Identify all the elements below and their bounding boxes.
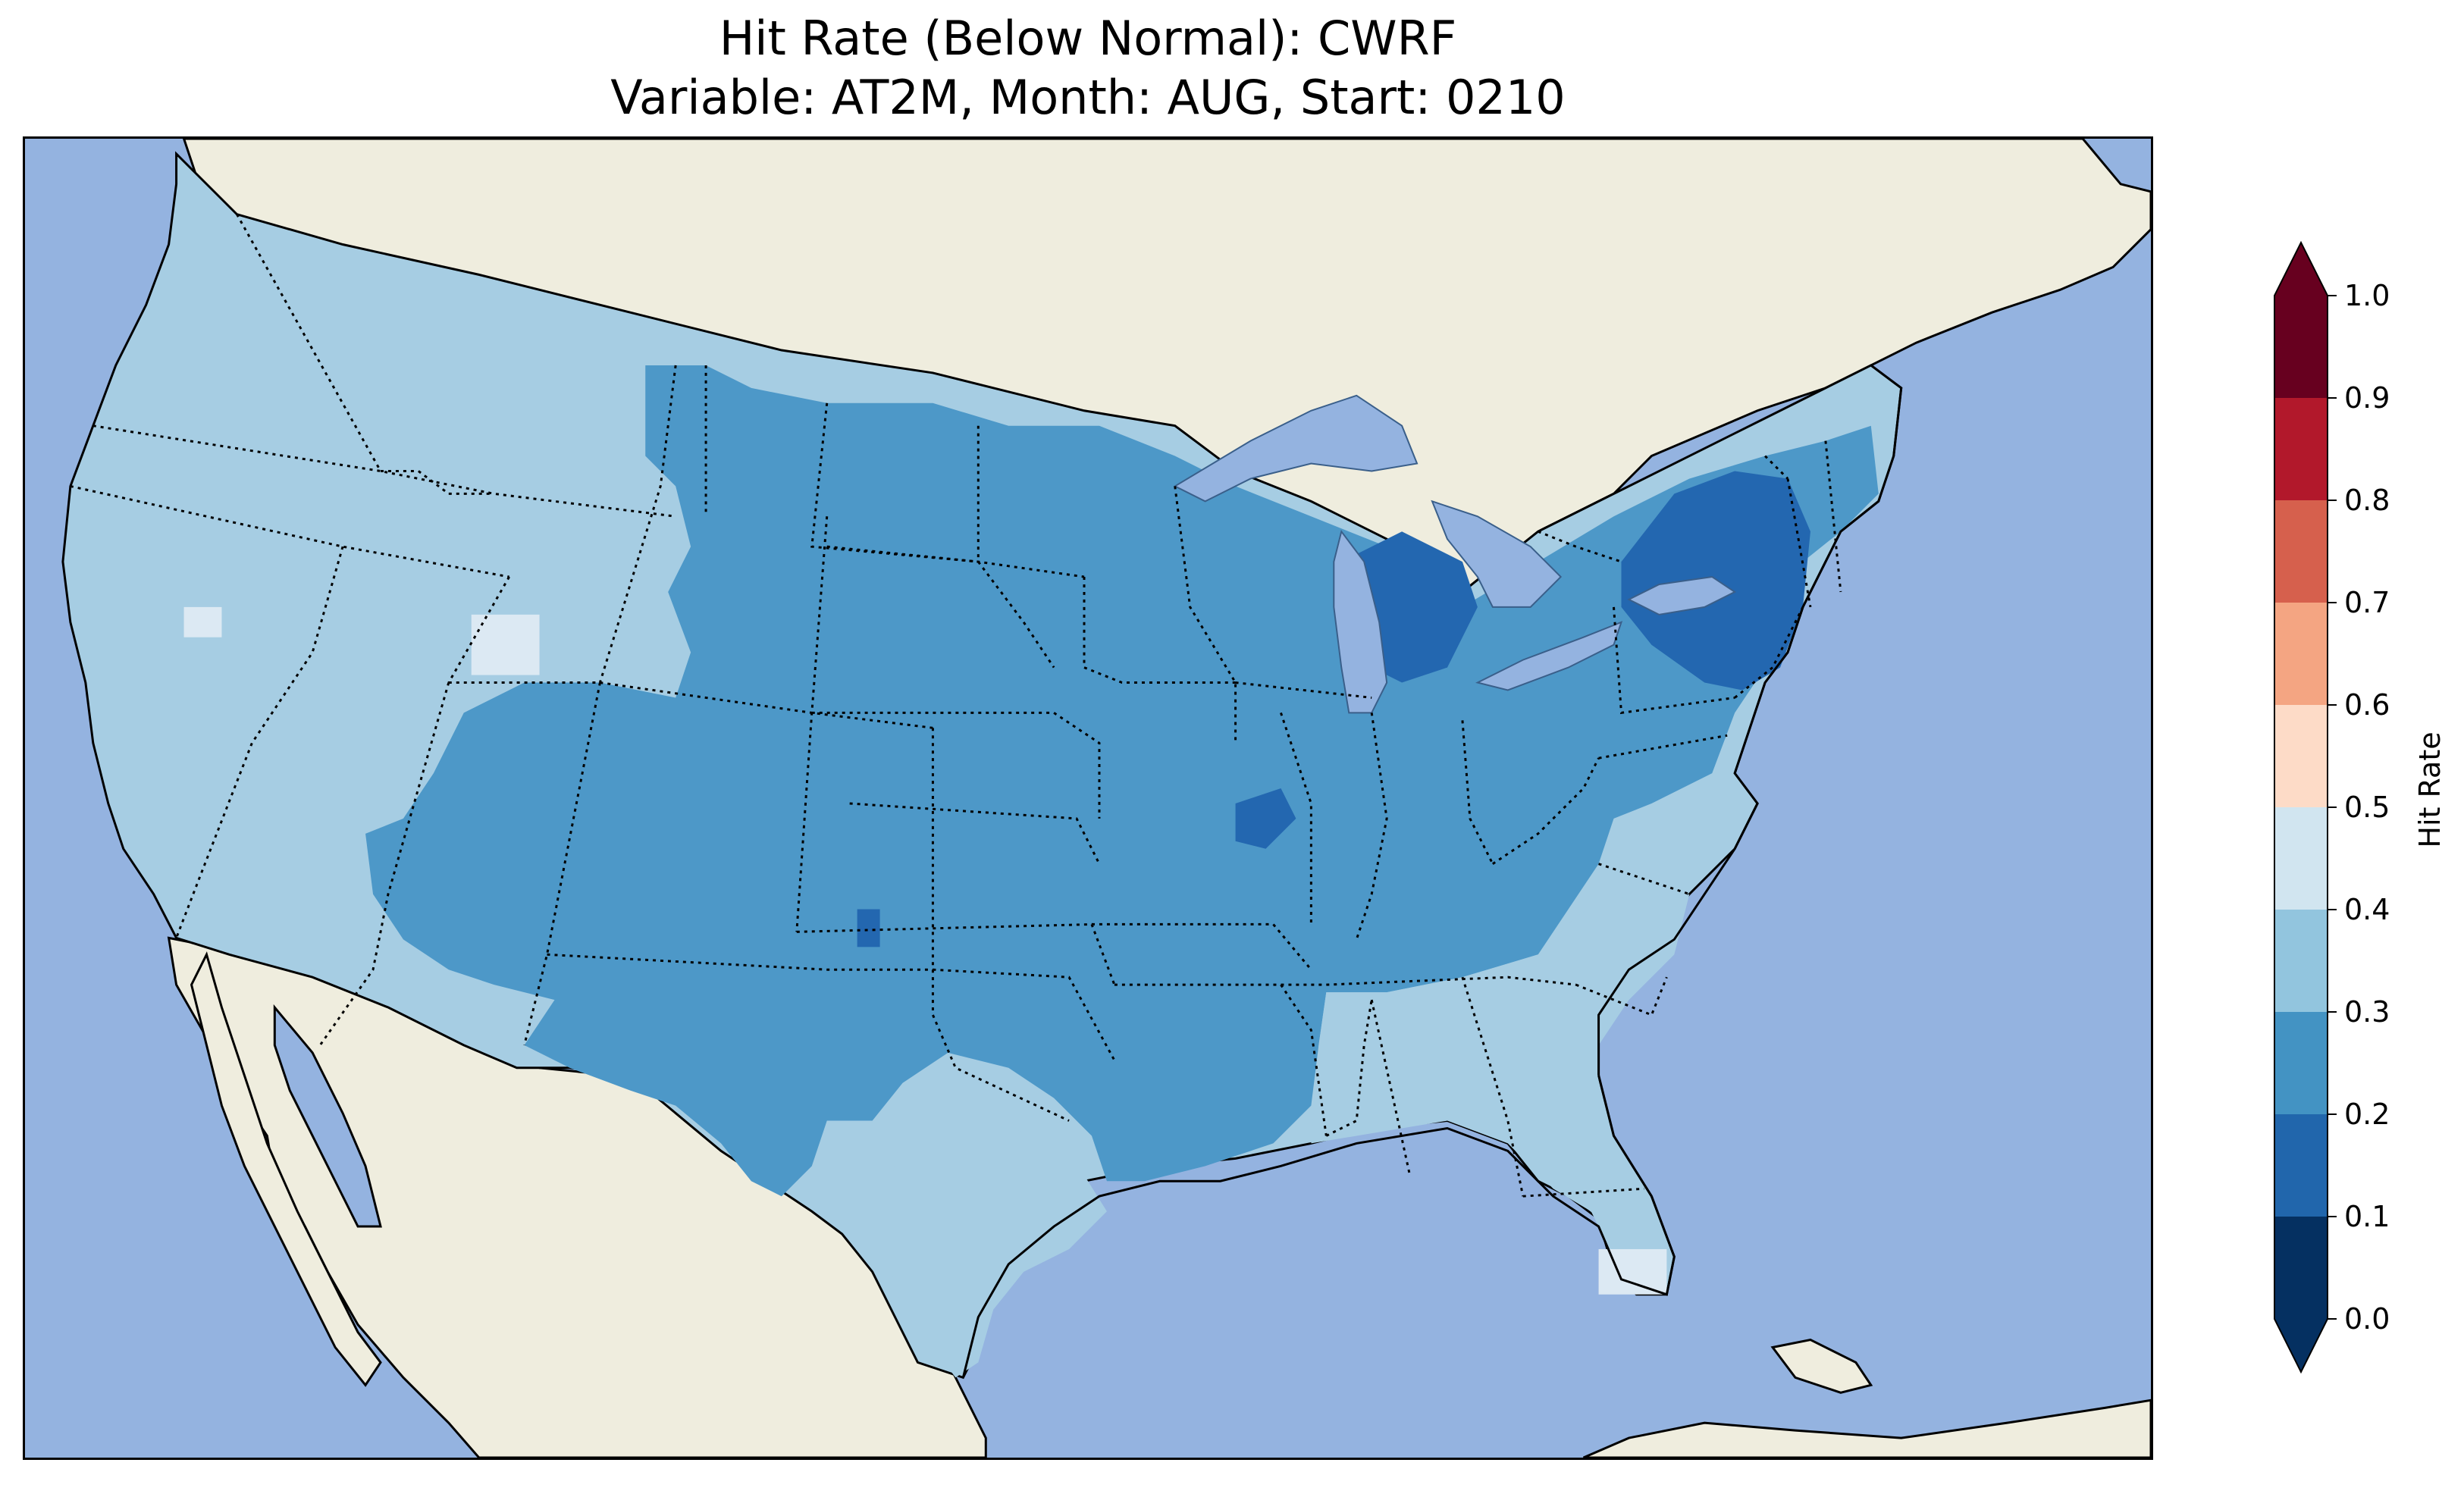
colorbar-tick-label-0: 0.0 bbox=[2344, 1302, 2390, 1336]
gulf-of-california bbox=[273, 1004, 382, 1228]
colorbar-tick-label-7: 0.7 bbox=[2344, 586, 2390, 619]
gulf-coast-line bbox=[961, 1075, 1676, 1378]
region-0.4-0.5-oregon bbox=[183, 606, 222, 637]
title-line-2: Variable: AT2M, Month: AUG, Start: 0210 bbox=[610, 70, 1566, 125]
colorbar-tick-label-3: 0.3 bbox=[2344, 995, 2390, 1029]
south-landmass bbox=[1583, 1398, 2151, 1458]
title-line-1: Hit Rate (Below Normal): CWRF bbox=[719, 11, 1457, 66]
region-0.4-0.5-florida bbox=[1598, 1248, 1667, 1295]
colorbar-label: Hit Rate bbox=[2413, 731, 2447, 848]
colorbar-bin-0 bbox=[2274, 1217, 2328, 1319]
colorbar-tick-label-2: 0.2 bbox=[2344, 1098, 2390, 1131]
lake-huron bbox=[1431, 500, 1563, 608]
colorbar-tick-label-4: 0.4 bbox=[2344, 893, 2390, 926]
region-0.1-0.2-michigan bbox=[1356, 531, 1478, 683]
colorbar-bin-8 bbox=[2274, 398, 2328, 500]
atlantic-coast-line bbox=[1597, 364, 1903, 1076]
colorbar-bin-3 bbox=[2274, 910, 2328, 1012]
colorbar-bin-6 bbox=[2274, 603, 2328, 705]
colorbar-under-triangle bbox=[2274, 1319, 2328, 1372]
map-panel bbox=[23, 136, 2153, 1460]
colorbar: 0.0 0.1 0.2 0.3 0.4 0.5 0.6 0.7 0.8 0.9 1.0 bbox=[2274, 240, 2464, 1374]
colorbar-bin-9 bbox=[2274, 296, 2328, 398]
cuba-land bbox=[1770, 1338, 1873, 1394]
colorbar-tick-label-5: 0.5 bbox=[2344, 791, 2390, 824]
region-0.2-0.3-central bbox=[365, 365, 1879, 1197]
colorbar-bin-7 bbox=[2274, 500, 2328, 603]
baja-california bbox=[190, 951, 382, 1387]
map-canvas bbox=[25, 139, 2151, 1458]
colorbar-tick-label-1: 0.1 bbox=[2344, 1200, 2390, 1233]
colorbar-bin-5 bbox=[2274, 705, 2328, 807]
lake-michigan bbox=[1333, 529, 1388, 714]
colorbar-bin-4 bbox=[2274, 807, 2328, 910]
lake-superior bbox=[1173, 394, 1419, 503]
colorbar-tick-label-9: 0.9 bbox=[2344, 381, 2390, 415]
lake-erie bbox=[1475, 621, 1623, 691]
colorbar-bin-1 bbox=[2274, 1114, 2328, 1217]
region-0.1-0.2-illinois bbox=[1235, 788, 1296, 849]
colorbar-tick-label-10: 1.0 bbox=[2344, 279, 2390, 312]
lake-ontario bbox=[1627, 575, 1737, 615]
region-0.3-0.4-texas bbox=[887, 1120, 1107, 1378]
colorbar-bin-2 bbox=[2274, 1012, 2328, 1114]
region-0.1-0.2-kansas bbox=[857, 909, 880, 947]
colorbar-tick-label-8: 0.8 bbox=[2344, 484, 2390, 517]
title-block: Hit Rate (Below Normal): CWRF Variable: … bbox=[23, 9, 2153, 127]
colorbar-over-triangle bbox=[2274, 243, 2328, 296]
colorbar-svg: 0.0 0.1 0.2 0.3 0.4 0.5 0.6 0.7 0.8 0.9 1.0 bbox=[2274, 240, 2390, 1374]
colorbar-tick-label-6: 0.6 bbox=[2344, 688, 2390, 722]
